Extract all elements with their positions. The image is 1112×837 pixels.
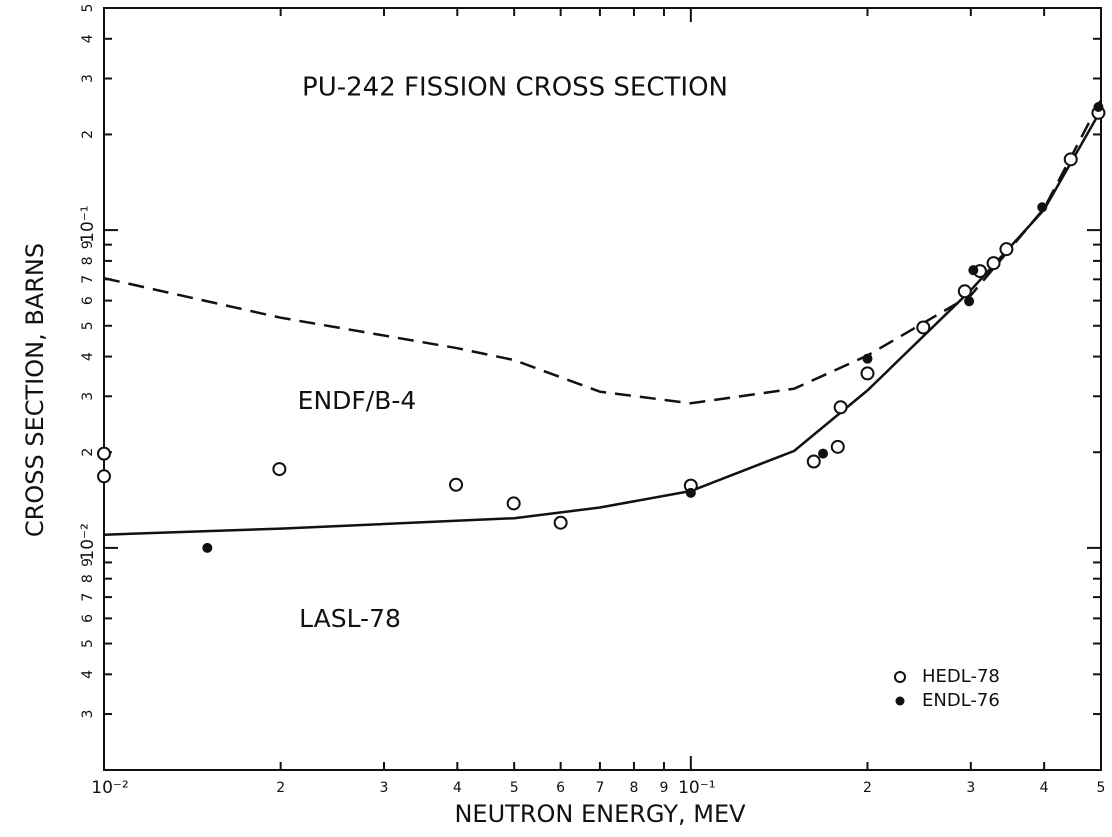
y-tick-label: 10⁻¹ xyxy=(78,205,98,242)
point xyxy=(999,242,1014,257)
point xyxy=(97,469,111,484)
point xyxy=(272,462,287,477)
point xyxy=(833,400,848,415)
y-tick-label: 7 xyxy=(80,593,96,602)
x-tick-label: 5 xyxy=(510,780,519,796)
x-tick-label: 4 xyxy=(1040,780,1049,796)
x-tick-label: 8 xyxy=(629,780,638,796)
legend-label: HEDL-78 xyxy=(922,666,1000,687)
point xyxy=(202,542,213,553)
point xyxy=(1037,202,1048,213)
y-tick-label: 9 xyxy=(80,240,96,249)
series-label: LASL-78 xyxy=(299,604,401,633)
point xyxy=(968,265,979,276)
point xyxy=(830,439,845,454)
y-tick-label: 8 xyxy=(80,574,96,583)
y-tick-label: 4 xyxy=(80,670,96,679)
point xyxy=(449,477,464,492)
point xyxy=(806,454,821,469)
x-tick-label: 4 xyxy=(453,780,462,796)
x-tick-label: 3 xyxy=(380,780,389,796)
chart-title: PU-242 FISSION CROSS SECTION xyxy=(302,73,728,103)
x-tick-label: 9 xyxy=(660,780,669,796)
y-tick-label: 6 xyxy=(80,296,96,305)
y-tick-label: 9 xyxy=(80,558,96,567)
y-tick-label: 5 xyxy=(80,639,96,648)
x-tick-label: 7 xyxy=(595,780,604,796)
line-series xyxy=(103,109,1103,536)
y-tick-label: 5 xyxy=(80,4,96,13)
x-tick-label: 10⁻¹ xyxy=(678,778,715,798)
point xyxy=(986,256,1001,271)
point xyxy=(860,366,875,381)
x-tick-label: 2 xyxy=(276,780,285,796)
point xyxy=(1093,102,1104,113)
line-series xyxy=(103,99,1103,405)
point xyxy=(685,487,696,498)
point xyxy=(862,353,873,364)
y-tick-label: 4 xyxy=(80,34,96,43)
y-tick-label: 3 xyxy=(80,710,96,719)
y-axis-label: CROSS SECTION, BARNS xyxy=(21,243,49,537)
y-tick-label: 4 xyxy=(80,352,96,361)
y-tick-label: 8 xyxy=(80,256,96,265)
y-tick-label: 7 xyxy=(80,275,96,284)
point xyxy=(964,296,975,307)
point xyxy=(553,515,568,530)
y-tick-label: 6 xyxy=(80,614,96,623)
x-tick-label: 3 xyxy=(966,780,975,796)
point xyxy=(818,448,829,459)
x-tick-label: 2 xyxy=(863,780,872,796)
y-tick-label: 3 xyxy=(80,392,96,401)
y-tick-label: 2 xyxy=(80,448,96,457)
point xyxy=(957,284,972,299)
plot-frame xyxy=(103,7,1102,771)
point xyxy=(97,446,111,461)
point xyxy=(506,496,521,511)
x-tick-label: 6 xyxy=(556,780,565,796)
y-tick-label: 3 xyxy=(80,74,96,83)
legend-marker xyxy=(894,671,906,683)
point xyxy=(1063,152,1078,167)
series-label: ENDF/B-4 xyxy=(298,386,417,415)
x-tick-label: 5 xyxy=(1097,780,1106,796)
y-tick-label: 2 xyxy=(80,130,96,139)
legend-marker xyxy=(895,696,905,706)
x-tick-label: 10⁻² xyxy=(91,778,128,798)
y-tick-label: 5 xyxy=(80,321,96,330)
y-tick-label: 10⁻² xyxy=(78,523,98,560)
x-axis-label: NEUTRON ENERGY, MEV xyxy=(454,800,746,828)
point xyxy=(916,320,931,335)
legend-label: ENDL-76 xyxy=(922,690,1000,711)
